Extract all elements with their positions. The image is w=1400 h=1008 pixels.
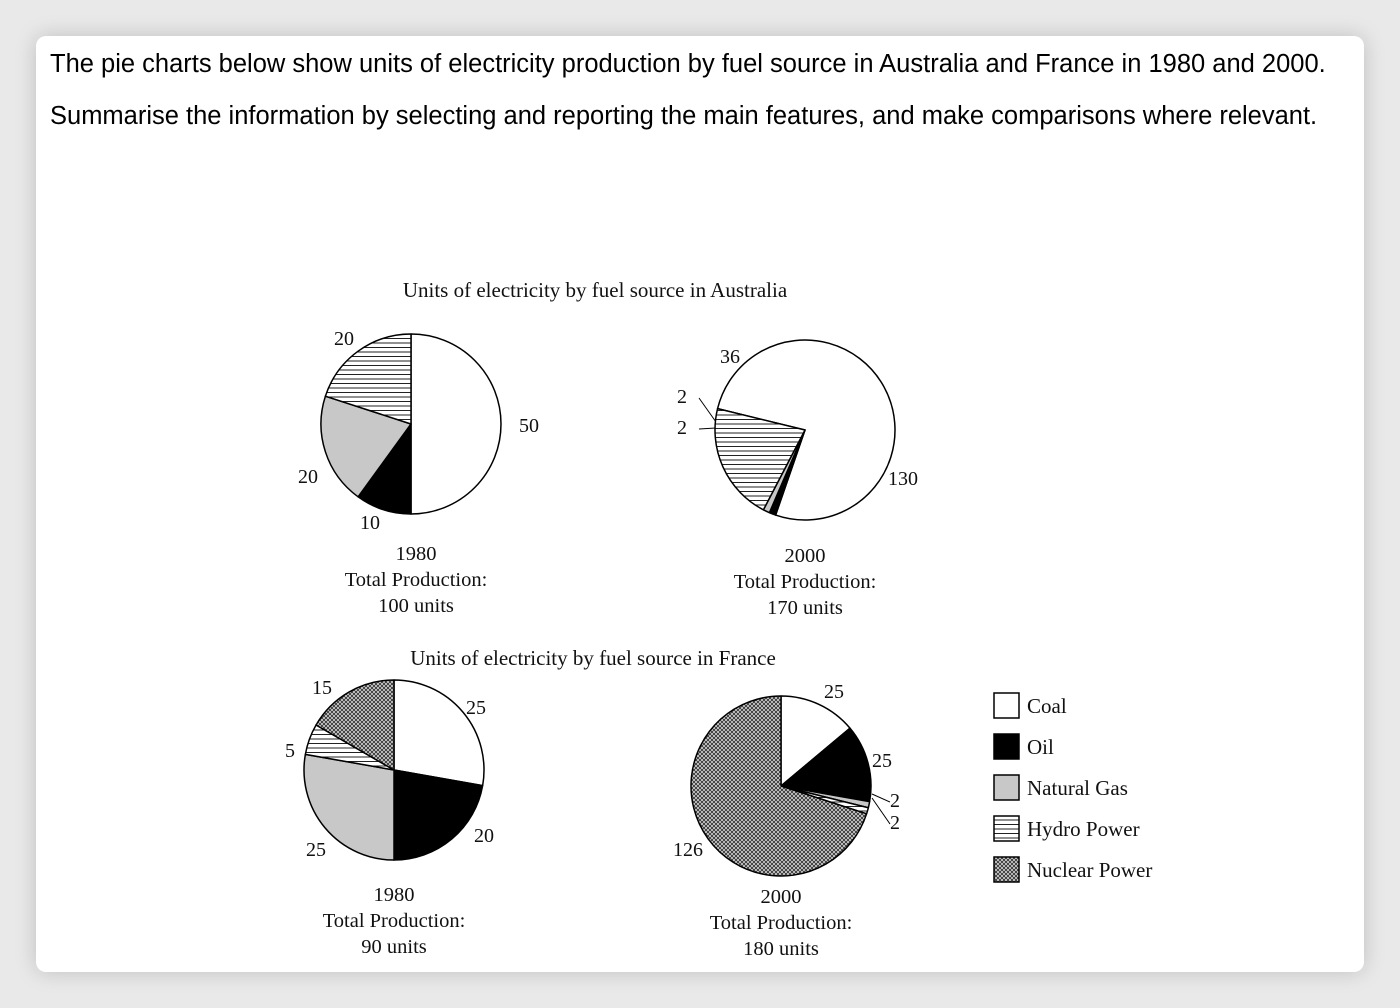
caption-australia-2000: 2000 Total Production: 170 units — [734, 545, 877, 619]
data-label-coal: 50 — [519, 415, 539, 437]
france-chart-title: Units of electricity by fuel source in F… — [410, 646, 776, 670]
caption-total-value: 180 units — [743, 938, 819, 960]
legend-item-coal: Coal — [993, 692, 1067, 719]
legend-swatch-coal — [993, 692, 1020, 719]
caption-year: 2000 — [761, 886, 802, 908]
pie-slice-nuclear-power — [315, 679, 395, 771]
data-label-oil: 2 — [677, 417, 687, 439]
legend-item-nuclear-power: Nuclear Power — [993, 856, 1152, 883]
pie-australia-2000: 130 2 2 36 — [677, 339, 918, 521]
task-prompt: The pie charts below show units of elect… — [50, 38, 1350, 142]
caption-total-label: Total Production: — [734, 571, 877, 593]
pie-slice-natural-gas — [303, 753, 395, 861]
data-label-natural-gas: 20 — [298, 466, 318, 488]
legend-swatch-nuclear-power — [993, 856, 1020, 883]
question-card: The pie charts below show units of elect… — [36, 36, 1364, 972]
caption-year: 1980 — [374, 884, 415, 906]
prompt-line-1: The pie charts below show units of elect… — [50, 50, 1326, 78]
caption-total-label: Total Production: — [323, 910, 466, 932]
caption-france-2000: 2000 Total Production: 180 units — [710, 886, 853, 960]
leader-line-natural-gas — [698, 397, 717, 423]
data-label-hydro-power: 5 — [285, 740, 295, 762]
data-label-natural-gas: 2 — [677, 386, 687, 408]
legend-label-nuclear-power: Nuclear Power — [1027, 858, 1152, 882]
data-label-hydro-power: 2 — [890, 812, 900, 834]
data-label-nuclear-power: 15 — [312, 677, 332, 699]
caption-year: 1980 — [396, 543, 437, 565]
legend-label-natural-gas: Natural Gas — [1027, 776, 1128, 800]
legend-item-oil: Oil — [993, 733, 1054, 760]
pie-france-2000: 25 25 22 126 — [673, 681, 900, 877]
caption-australia-1980: 1980 Total Production: 100 units — [345, 543, 488, 617]
data-label-natural-gas: 25 — [306, 839, 326, 861]
legend-item-hydro-power: Hydro Power — [993, 815, 1140, 842]
pie-slice-nuclear-power — [690, 695, 868, 877]
legend-swatch-hydro-power — [993, 815, 1020, 842]
caption-total-value: 170 units — [767, 597, 843, 619]
legend-item-natural-gas: Natural Gas — [993, 774, 1128, 801]
data-label-coal: 25 — [824, 681, 844, 703]
data-label-nuclear-power: 126 — [673, 839, 703, 861]
leader-line-oil — [698, 427, 717, 430]
legend: Coal Oil Natural Gas Hydro Power Nuclear… — [993, 692, 1152, 883]
caption-total-label: Total Production: — [345, 569, 488, 591]
data-label-coal: 130 — [888, 468, 918, 490]
data-label-natural-gas: 2 — [890, 790, 900, 812]
pie-slice-coal — [780, 695, 851, 787]
pie-slice-coal — [393, 679, 485, 787]
legend-swatch-natural-gas — [993, 774, 1020, 801]
pie-france-1980: 25 20 25 5 15 — [285, 677, 494, 861]
legend-label-hydro-power: Hydro Power — [1027, 817, 1140, 841]
pie-slice-hydro-power — [714, 407, 806, 511]
data-label-oil: 20 — [474, 825, 494, 847]
caption-year: 2000 — [785, 545, 826, 567]
australia-chart-title: Units of electricity by fuel source in A… — [403, 278, 788, 302]
data-label-coal: 25 — [466, 697, 486, 719]
leader-line-hydro-power — [871, 797, 891, 825]
pie-slice-coal — [410, 333, 502, 515]
pie-slice-coal — [716, 339, 896, 521]
caption-total-label: Total Production: — [710, 912, 853, 934]
legend-label-oil: Oil — [1027, 735, 1054, 759]
pie-australia-1980: 50 10 20 20 — [298, 328, 539, 534]
pie-slice-oil — [393, 769, 484, 861]
data-label-oil: 25 — [872, 750, 892, 772]
pie-slice-natural-gas — [320, 395, 412, 498]
caption-total-value: 90 units — [361, 936, 427, 958]
data-label-hydro-power: 20 — [334, 328, 354, 350]
caption-total-value: 100 units — [378, 595, 454, 617]
caption-france-1980: 1980 Total Production: 90 units — [323, 884, 466, 958]
data-label-oil: 10 — [360, 512, 380, 534]
pie-slice-oil — [780, 727, 872, 803]
legend-label-coal: Coal — [1027, 694, 1067, 718]
pie-chart-figure: Units of electricity by fuel source in A… — [285, 278, 1152, 960]
leader-line-natural-gas — [871, 793, 891, 803]
legend-swatch-oil — [993, 733, 1020, 760]
data-label-hydro-power: 36 — [720, 346, 740, 368]
prompt-line-2: Summarise the information by selecting a… — [50, 102, 1318, 130]
pie-slice-hydro-power — [324, 333, 412, 425]
